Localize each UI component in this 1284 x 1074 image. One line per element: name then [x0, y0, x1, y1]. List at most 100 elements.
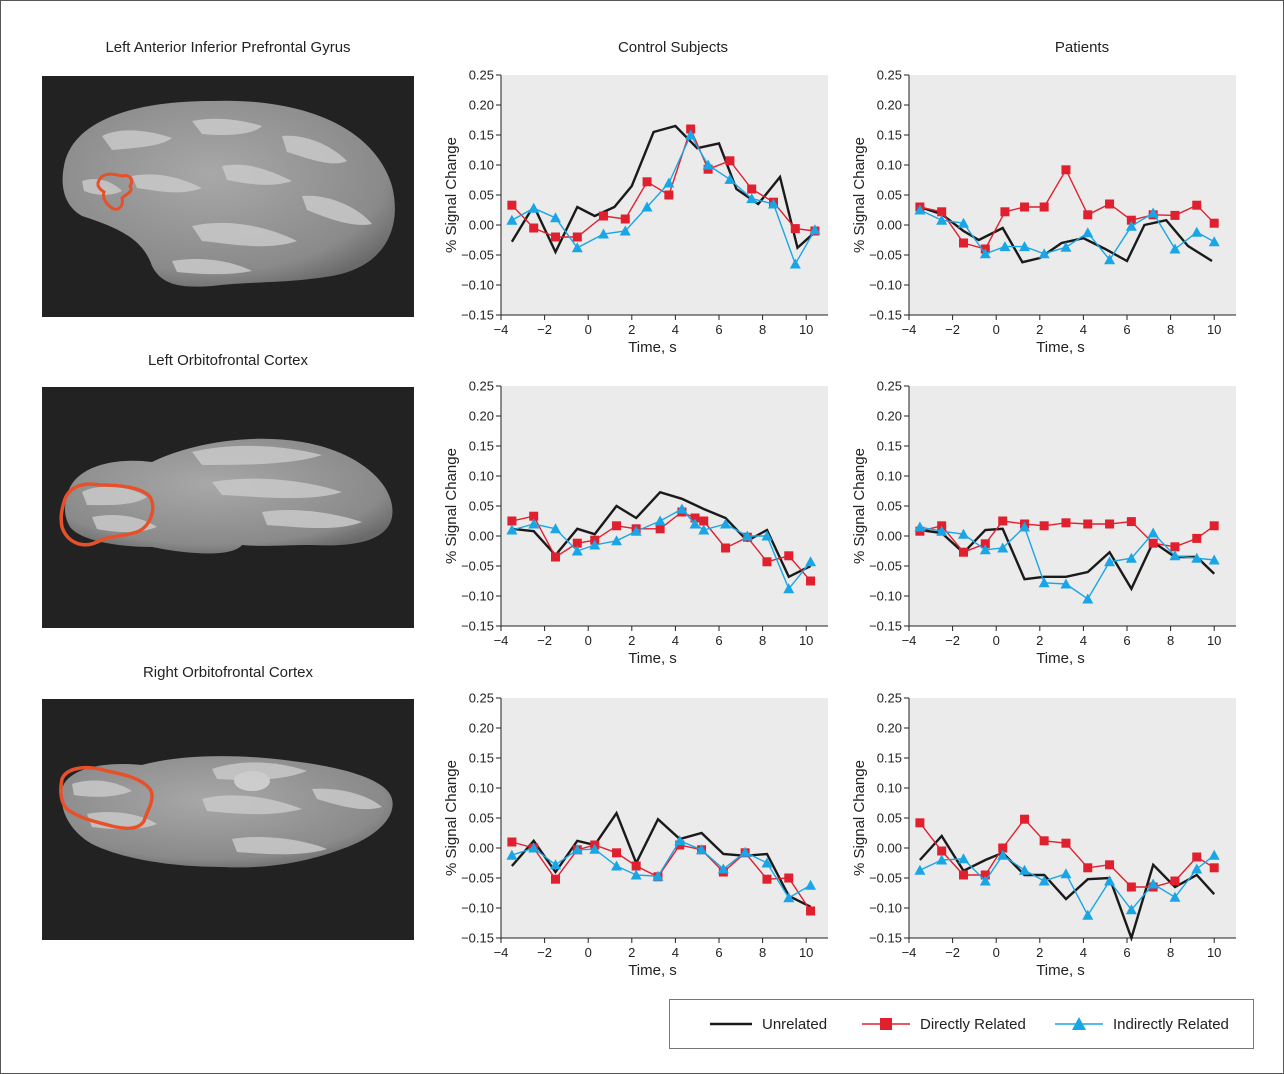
- data-point-indirect: [1208, 236, 1220, 247]
- y-tick-label: 0.25: [877, 691, 902, 706]
- y-tick-label: −0.15: [869, 931, 902, 946]
- data-point-indirect: [702, 159, 714, 170]
- data-point-indirect: [1038, 875, 1050, 886]
- y-tick-label: −0.10: [869, 589, 902, 604]
- data-point-direct: [959, 238, 968, 248]
- data-point-direct: [1061, 518, 1071, 528]
- x-tick-label: 4: [672, 633, 679, 648]
- x-tick-label: 0: [993, 322, 1000, 337]
- data-point-indirect: [1147, 527, 1159, 538]
- y-tick-label: −0.10: [461, 901, 494, 916]
- x-tick-label: 6: [1123, 322, 1130, 337]
- data-point-indirect: [528, 202, 540, 213]
- x-axis-label: Time, s: [628, 339, 677, 356]
- data-point-direct: [655, 524, 665, 534]
- data-point-direct: [980, 870, 990, 880]
- column-title-regions: Left Anterior Inferior Prefrontal Gyrus: [105, 39, 351, 56]
- y-tick-label: 0.20: [877, 98, 902, 113]
- data-point-indirect: [630, 869, 642, 880]
- legend: Unrelated Directly Related Indirectly Re…: [669, 999, 1254, 1049]
- data-point-direct: [1039, 836, 1049, 846]
- x-axis-label: Time, s: [628, 962, 677, 979]
- data-point-direct: [790, 224, 800, 234]
- data-point-indirect: [997, 849, 1009, 860]
- legend-label-direct: Directly Related: [920, 1015, 1026, 1033]
- data-point-direct: [529, 223, 539, 233]
- y-tick-label: 0.25: [877, 379, 902, 394]
- y-tick-label: 0.15: [469, 128, 494, 143]
- y-tick-label: 0.05: [469, 499, 494, 514]
- data-point-indirect: [783, 583, 795, 594]
- data-point-direct: [784, 551, 794, 561]
- data-point-direct: [998, 516, 1008, 526]
- roi-outline-left-aipg: [96, 172, 134, 211]
- y-tick-label: 0.15: [469, 751, 494, 766]
- data-point-direct: [1170, 876, 1180, 886]
- y-tick-label: 0.15: [877, 751, 902, 766]
- data-point-indirect: [1060, 241, 1072, 252]
- data-point-indirect: [1191, 863, 1203, 874]
- data-point-direct: [1126, 517, 1136, 527]
- data-point-direct: [699, 516, 709, 526]
- plot-right-ofc-controls: −0.15 −0.10 −0.05 0.00 0.05 0.10 0.15 0.20 0.25 −…: [431, 686, 841, 986]
- data-point-direct: [686, 124, 696, 134]
- y-tick-label: −0.10: [869, 278, 902, 293]
- data-point-direct: [620, 214, 630, 224]
- data-point-indirect: [997, 542, 1009, 553]
- data-point-direct: [1083, 519, 1093, 529]
- data-point-indirect: [1019, 521, 1031, 532]
- data-point-indirect: [741, 530, 753, 541]
- data-point-direct: [959, 870, 968, 880]
- legend-item-direct: Directly Related: [862, 1000, 1026, 1048]
- data-point-indirect: [1208, 554, 1220, 565]
- data-point-indirect: [805, 879, 817, 890]
- x-tick-label: 2: [1036, 322, 1043, 337]
- data-point-indirect: [1191, 226, 1203, 237]
- data-point-indirect: [805, 556, 817, 567]
- data-point-direct: [747, 184, 757, 194]
- series-line-unrelated: [919, 527, 1216, 592]
- column-title-controls: Control Subjects: [617, 39, 729, 56]
- data-point-indirect: [1060, 868, 1072, 879]
- y-tick-label: 0.10: [877, 158, 902, 173]
- data-point-direct: [1020, 814, 1030, 824]
- x-tick-label: 0: [993, 633, 1000, 648]
- data-point-indirect: [979, 875, 991, 886]
- y-axis-label: % Signal Change: [851, 448, 868, 564]
- y-tick-label: −0.10: [461, 278, 494, 293]
- data-point-direct: [1126, 215, 1136, 225]
- data-point-indirect: [550, 859, 561, 870]
- x-axis-label: Time, s: [1036, 339, 1085, 356]
- data-point-indirect: [761, 530, 773, 541]
- data-point-indirect: [1147, 207, 1159, 218]
- x-tick-label: −2: [945, 945, 960, 960]
- x-tick-label: 10: [1207, 322, 1221, 337]
- data-point-indirect: [528, 518, 540, 529]
- legend-item-unrelated: Unrelated: [710, 1000, 827, 1048]
- column-title-patients: Patients: [1054, 39, 1110, 56]
- data-point-indirect: [1125, 904, 1137, 915]
- data-point-indirect: [654, 515, 666, 526]
- data-point-indirect: [809, 224, 821, 235]
- y-tick-label: 0.20: [469, 409, 494, 424]
- series-line-unrelated: [510, 810, 812, 908]
- x-tick-label: 4: [1080, 322, 1087, 337]
- data-point-indirect: [506, 524, 518, 535]
- data-point-direct: [507, 200, 517, 210]
- data-point-indirect: [641, 201, 653, 212]
- plot-area: [909, 698, 1236, 938]
- y-tick-label: 0.20: [469, 98, 494, 113]
- x-tick-label: 8: [759, 322, 766, 337]
- data-point-direct: [1061, 165, 1071, 175]
- x-tick-label: 4: [672, 322, 679, 337]
- y-axis-label: % Signal Change: [443, 760, 460, 876]
- y-tick-label: −0.15: [869, 308, 902, 323]
- x-tick-label: −4: [494, 322, 509, 337]
- data-point-direct: [980, 539, 990, 549]
- data-point-direct: [806, 576, 816, 586]
- x-tick-label: 4: [1080, 945, 1087, 960]
- x-tick-label: −4: [902, 322, 917, 337]
- y-tick-label: 0.10: [469, 469, 494, 484]
- data-point-direct: [1209, 521, 1219, 531]
- data-point-indirect: [506, 214, 518, 225]
